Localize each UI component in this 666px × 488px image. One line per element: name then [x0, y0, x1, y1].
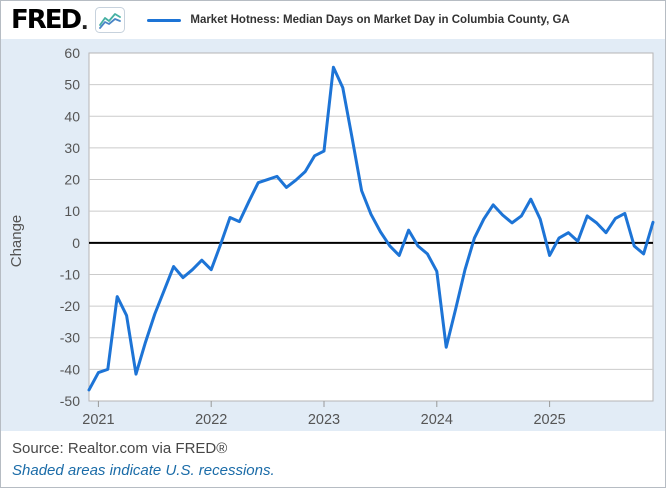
source-attribution: Source: Realtor.com via FRED® [12, 440, 228, 457]
legend-line-swatch [147, 18, 182, 22]
y-tick-label: 30 [64, 140, 80, 156]
y-axis-title: Change [8, 215, 25, 268]
fred-logo[interactable]: FRED. [11, 5, 126, 35]
x-tick-label: 2024 [421, 412, 453, 428]
line-chart[interactable]: -50 -40 -30 -20 -10 0 10 20 30 40 50 60 2021 2022 2023… [1, 39, 666, 431]
series-line [87, 65, 655, 392]
y-tick-label: 10 [64, 203, 80, 219]
y-tick-label: 20 [64, 172, 80, 188]
y-tick-label: -20 [60, 298, 80, 314]
fred-wordmark: FRED [11, 5, 82, 35]
x-tick-label: 2023 [308, 412, 340, 428]
plot-area [88, 52, 654, 402]
x-tick-label: 2025 [533, 412, 565, 428]
y-tick-label: -40 [60, 361, 80, 377]
y-tick-label: 0 [72, 235, 80, 251]
fred-logo-icon [95, 7, 126, 33]
x-tick-label: 2021 [82, 412, 114, 428]
y-tick-label: -30 [60, 330, 80, 346]
recession-note-link[interactable]: Shaded areas indicate U.S. recessions. [12, 462, 275, 479]
y-tick-label: -10 [60, 266, 80, 282]
y-tick-label: -50 [60, 393, 80, 409]
chart-area: -50 -40 -30 -20 -10 0 10 20 30 40 50 60 2021 2022 2023… [1, 39, 665, 431]
chart-footer: Source: Realtor.com via FRED® Shaded are… [1, 431, 665, 479]
chart-legend: Market Hotness: Median Days on Market Da… [147, 14, 570, 26]
y-tick-label: 50 [64, 77, 80, 93]
x-tick-label: 2022 [195, 412, 227, 428]
fred-logo-dot: . [81, 5, 89, 35]
chart-header: FRED. Market Hotness: Median Days on Mar… [1, 1, 665, 39]
y-tick-label: 40 [64, 108, 80, 124]
legend-series-label: Market Hotness: Median Days on Market Da… [190, 14, 570, 26]
y-tick-label: 60 [64, 45, 80, 61]
